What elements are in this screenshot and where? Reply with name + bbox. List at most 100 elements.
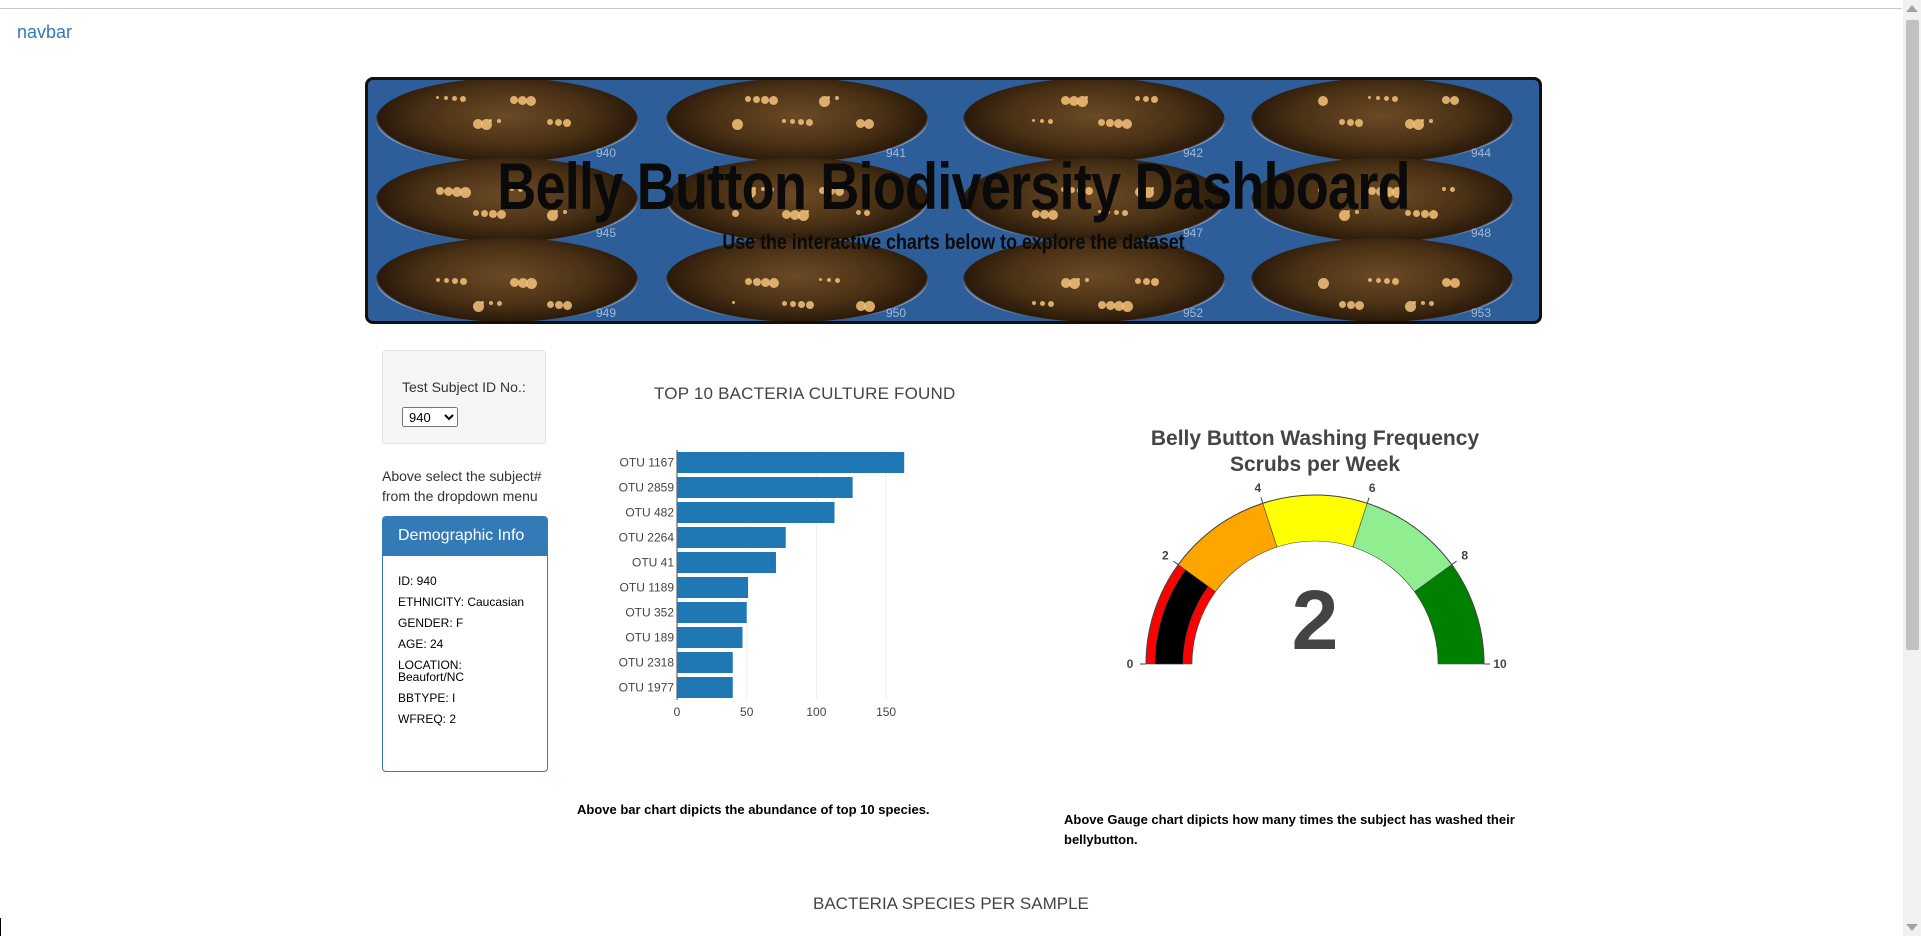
colony-spot (864, 301, 875, 312)
colony-spot (510, 278, 519, 287)
colony-spot (1429, 119, 1433, 123)
colony-spot (489, 119, 492, 122)
colony-spot (1151, 278, 1159, 286)
scroll-up-icon[interactable] (1906, 5, 1918, 12)
colony-spot (864, 210, 870, 216)
colony-spot (547, 301, 554, 308)
colony-spot (782, 301, 787, 306)
bar[interactable] (677, 452, 905, 473)
colony-spot (1085, 96, 1088, 99)
bar[interactable] (677, 527, 786, 548)
bar[interactable] (677, 502, 835, 523)
colony-spot (1085, 278, 1089, 282)
colony-spot (1048, 210, 1058, 220)
colony-spot (555, 301, 563, 309)
colony-spot (1376, 96, 1380, 100)
colony-spot (1318, 187, 1324, 193)
scrollbar-thumb[interactable] (1906, 20, 1919, 650)
scroll-down-icon[interactable] (1906, 924, 1918, 931)
bar[interactable] (677, 627, 743, 648)
colony-spot (1413, 301, 1416, 304)
top10-bar-chart[interactable]: 0 50 100 150 OTU 1167 OTU 2859 OTU 482 OTU 2264… (600, 440, 940, 720)
colony-spot (1106, 210, 1110, 214)
colony-spot (1098, 119, 1105, 126)
colony-spot (563, 301, 572, 310)
bar[interactable] (677, 652, 733, 673)
colony-spot (436, 96, 439, 99)
colony-spot (460, 187, 471, 198)
colony-spot (497, 119, 501, 123)
colony-spot (1355, 119, 1363, 127)
colony-spot (436, 278, 440, 282)
bubble-chart-title: BACTERIA SPECIES PER SAMPLE (813, 894, 1089, 913)
colony-spot (555, 210, 558, 213)
selector-hint: Above select the subject# from the dropd… (382, 468, 542, 504)
colony-spot (761, 96, 769, 104)
x-tick-label: 150 (876, 705, 896, 719)
dish-number: 944 (1471, 146, 1492, 160)
y-tick-label: OTU 2859 (619, 481, 675, 495)
colony-spot (481, 119, 492, 130)
colony-spot (1106, 119, 1114, 127)
colony-spot (1368, 187, 1376, 195)
dish-number: 953 (1471, 306, 1492, 320)
petri-dish (376, 238, 638, 321)
gauge-tick-label: 8 (1461, 548, 1468, 562)
colony-spot (1048, 301, 1054, 307)
y-tick-label: OTU 482 (625, 506, 674, 520)
colony-spot (1040, 210, 1049, 219)
colony-spot (732, 119, 743, 130)
colony-spot (1143, 187, 1154, 198)
text-cursor (0, 918, 1, 936)
colony-spot (526, 187, 532, 193)
colony-spot (1450, 96, 1459, 105)
colony-spot (563, 119, 571, 127)
colony-spot (460, 96, 466, 102)
bar[interactable] (677, 577, 749, 598)
colony-spot (473, 301, 484, 312)
colony-spot (782, 210, 791, 219)
x-tick-label: 50 (740, 705, 754, 719)
colony-spot (1077, 187, 1084, 194)
subject-id-dropdown[interactable]: 940 (402, 407, 458, 427)
colony-spot (769, 96, 778, 105)
washing-frequency-gauge[interactable]: 0 2 4 6 8 10 2 (1120, 470, 1520, 690)
gauge-axis (1145, 494, 1485, 665)
colony-spot (1347, 210, 1350, 213)
petri-dish (963, 158, 1225, 242)
gauge-title: Belly Button Washing Frequency Scrubs pe… (1100, 426, 1530, 478)
colony-spot (1376, 278, 1381, 283)
bar[interactable] (677, 677, 733, 698)
petri-dish (666, 80, 928, 162)
bar[interactable] (677, 477, 853, 498)
colony-spot (1122, 119, 1132, 129)
bar[interactable] (677, 602, 747, 623)
colony-spot (1450, 278, 1460, 288)
colony-spot (526, 96, 536, 106)
colony-spot (1405, 210, 1411, 216)
page-title: Belly Button Biodiversity Dashboard (497, 149, 1410, 223)
page-scrollbar[interactable] (1903, 0, 1921, 936)
colony-spot (444, 187, 453, 196)
gauge-step (1262, 494, 1368, 548)
colony-spot (819, 187, 826, 194)
colony-spot (1061, 187, 1066, 192)
demo-id: ID: 940 (398, 574, 437, 588)
y-tick-label: OTU 2264 (619, 531, 675, 545)
colony-spot (1069, 96, 1079, 106)
navbar-link[interactable]: navbar (17, 22, 73, 42)
colony-spot (769, 278, 779, 288)
colony-spot (1122, 301, 1133, 312)
bar[interactable] (677, 552, 776, 573)
colony-spot (856, 119, 865, 128)
dish-number: 950 (886, 306, 907, 320)
gauge-tick (1260, 497, 1264, 504)
colony-spot (1347, 119, 1354, 126)
colony-spot (473, 119, 483, 129)
demo-age: AGE: 24 (398, 637, 444, 651)
demographic-heading: Demographic Info (383, 517, 547, 556)
colony-spot (510, 96, 518, 104)
colony-spot (1061, 278, 1071, 288)
demo-location: LOCATION: Beaufort/NC (398, 658, 465, 684)
colony-spot (1318, 96, 1328, 106)
